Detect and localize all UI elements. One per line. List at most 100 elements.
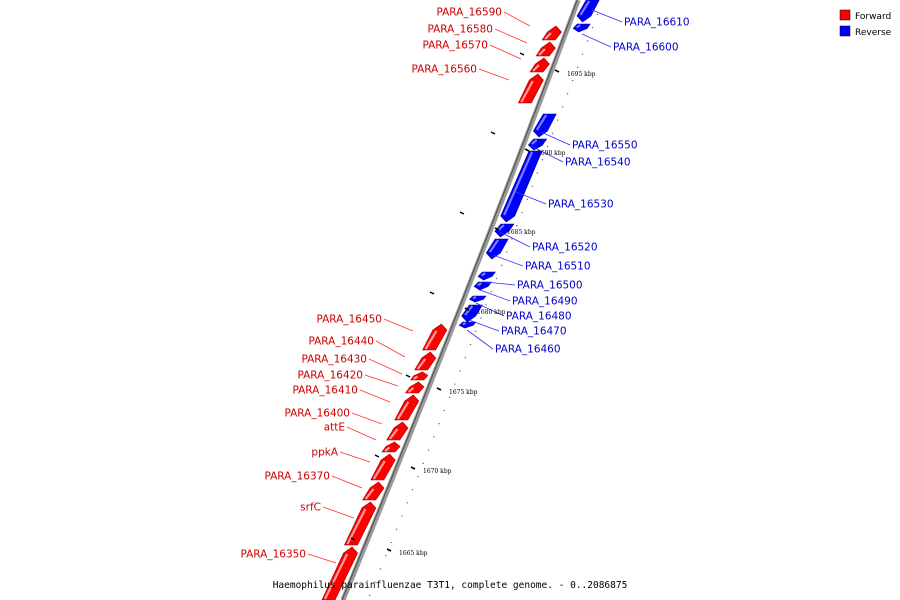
gene-arrow xyxy=(458,321,477,329)
legend-reverse-label: Reverse xyxy=(855,28,892,38)
gene-arrow xyxy=(410,371,429,381)
gene-label: PARA_16480 xyxy=(506,311,572,323)
gene-arrow xyxy=(500,150,543,223)
gene-arrow-shade xyxy=(416,358,427,370)
label-connector xyxy=(339,451,371,463)
ruler-minor-tick xyxy=(500,264,503,267)
ruler-minor-tick xyxy=(571,79,574,82)
ruler-minor-tick xyxy=(495,277,498,280)
ruler-minor-tick xyxy=(591,26,594,29)
gene-arrow-shade xyxy=(477,282,482,287)
gene-arrow xyxy=(576,0,600,23)
label-connector xyxy=(346,426,377,441)
gene-label: PARA_16400 xyxy=(284,408,350,420)
gene-label: PARA_16510 xyxy=(525,261,591,273)
gene-label: PARA_16470 xyxy=(501,326,567,338)
label-connector xyxy=(364,374,399,387)
ruler-minor-tick xyxy=(401,515,403,517)
kbp-label: 1690 kbp xyxy=(537,150,566,157)
ruler-minor-tick xyxy=(474,330,477,333)
gene-arrow-shade xyxy=(579,0,591,16)
gene-label: PARA_16580 xyxy=(427,24,493,36)
gene-arrow-shade xyxy=(384,446,391,452)
gene-label: PARA_16490 xyxy=(512,296,578,308)
label-connector xyxy=(581,33,612,48)
ruler-minor-tick xyxy=(432,436,435,438)
legend-forward-swatch xyxy=(839,9,851,21)
ruler-minor-tick xyxy=(541,158,544,161)
label-connector xyxy=(503,11,531,27)
gene-label: ppkA xyxy=(311,447,338,459)
major-tick xyxy=(524,148,530,152)
gene-arrow-shade xyxy=(396,401,410,420)
ruler-minor-tick xyxy=(385,554,387,557)
gene-arrow-shade xyxy=(531,139,538,145)
gene-label: PARA_16530 xyxy=(548,199,614,211)
ruler-minor-tick xyxy=(581,53,584,55)
ruler-minor-tick xyxy=(531,185,534,187)
kbp-label: 1675 kbp xyxy=(449,389,478,396)
ruler-minor-tick xyxy=(521,211,523,214)
genome-backbone xyxy=(340,0,581,600)
label-connector xyxy=(475,302,505,317)
major-tick xyxy=(459,211,465,215)
gene-arrow-shade xyxy=(407,387,415,393)
ruler-minor-tick xyxy=(379,568,382,570)
gene-features xyxy=(321,0,600,600)
ruler-minor-tick xyxy=(374,581,376,583)
gene-arrow-shade xyxy=(532,64,540,72)
major-tick xyxy=(554,69,560,73)
gene-arrow-shade xyxy=(424,330,438,350)
ruler-minor-tick xyxy=(551,132,554,135)
kbp-label: 1685 kbp xyxy=(507,229,536,236)
gene-label: PARA_16570 xyxy=(422,40,488,52)
backbone-line xyxy=(340,0,581,600)
major-tick xyxy=(494,227,500,231)
label-connector xyxy=(492,254,524,267)
gene-label: PARA_16550 xyxy=(572,140,638,152)
ruler-minor-tick xyxy=(417,475,419,478)
ruler-minor-tick xyxy=(485,304,487,306)
gene-arrow-shade xyxy=(324,553,349,600)
ruler-minor-tick xyxy=(443,409,446,412)
label-connector xyxy=(484,281,516,286)
gene-arrow xyxy=(533,113,557,138)
major-tick xyxy=(490,131,496,135)
ruler-minor-tick xyxy=(576,66,579,69)
label-connector xyxy=(591,9,623,23)
gene-label: PARA_16420 xyxy=(297,370,363,382)
ruler-minor-tick xyxy=(448,396,451,399)
gene-arrow-shade xyxy=(535,114,548,131)
gene-arrow-shade xyxy=(364,488,375,500)
major-tick xyxy=(410,466,416,470)
gene-label: PARA_16600 xyxy=(613,42,679,54)
gene-arrow xyxy=(477,271,496,281)
legend: Forward Reverse xyxy=(839,9,892,38)
major-tick xyxy=(405,374,411,378)
ruler-minor-tick xyxy=(469,343,472,346)
major-tick xyxy=(386,548,392,552)
ruler-minor-tick xyxy=(427,449,430,451)
gene-arrow-shade xyxy=(372,460,386,480)
ruler-minor-tick xyxy=(438,422,440,425)
ruler-minor-tick xyxy=(480,317,482,319)
gene-label: PARA_16610 xyxy=(624,17,690,29)
ruler-minor-tick xyxy=(516,224,518,227)
gene-label: attE xyxy=(324,422,345,434)
kbp-label: 1695 kbp xyxy=(567,71,596,78)
ruler-ticks xyxy=(368,13,599,597)
gene-arrow-shade xyxy=(413,375,419,380)
major-tick xyxy=(436,387,442,391)
gene-arrow xyxy=(468,295,487,303)
label-connector xyxy=(351,412,383,425)
ruler-minor-tick xyxy=(511,238,513,240)
gene-label: PARA_16500 xyxy=(517,280,583,292)
label-connector xyxy=(540,131,571,146)
gene-arrow-shade xyxy=(538,48,546,56)
gene-arrow-shade xyxy=(488,239,500,253)
gene-arrow xyxy=(527,138,548,151)
figure-caption: Haemophilus parainfluenzae T3T1, complet… xyxy=(273,580,628,591)
label-connector xyxy=(499,231,531,248)
gene-arrow-shade xyxy=(472,295,477,300)
